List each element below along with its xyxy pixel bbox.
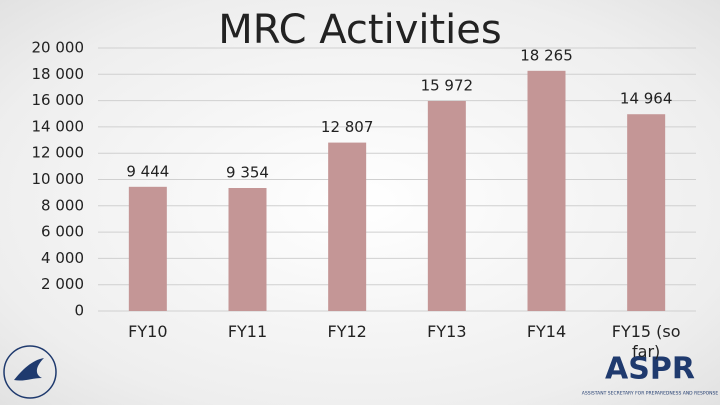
bar <box>128 186 167 311</box>
value-label: 12 807 <box>321 118 374 136</box>
y-tick-label: 20 000 <box>32 39 85 57</box>
value-label: 18 265 <box>520 46 573 64</box>
value-label: 9 444 <box>126 162 169 180</box>
y-tick-label: 2 000 <box>41 275 84 293</box>
y-tick-label: 4 000 <box>41 249 84 267</box>
x-tick-label: FY13 <box>427 322 467 341</box>
bar <box>228 187 267 311</box>
logo-text: ASPR <box>605 352 695 387</box>
y-tick-label: 18 000 <box>32 65 85 83</box>
bar <box>427 100 466 311</box>
chart-title: MRC Activities <box>218 7 501 53</box>
y-tick-label: 16 000 <box>32 91 85 109</box>
x-tick-label: FY14 <box>526 322 567 341</box>
y-tick-label: 0 <box>74 302 84 320</box>
y-tick-label: 10 000 <box>32 170 85 188</box>
y-tick-label: 6 000 <box>41 223 84 241</box>
x-tick-label: FY11 <box>227 322 268 341</box>
value-label: 9 354 <box>226 163 269 181</box>
logo-subtitle: ASSISTANT SECRETARY FOR PREPAREDNESS AND… <box>582 391 719 397</box>
y-tick-label: 12 000 <box>32 144 85 162</box>
logo-eagle <box>14 358 44 381</box>
y-tick-label: 14 000 <box>32 117 85 135</box>
x-tick-label: FY12 <box>327 322 367 341</box>
logo-ring <box>3 345 57 399</box>
y-tick-label: 8 000 <box>41 196 84 214</box>
bar <box>328 142 367 311</box>
value-label: 14 964 <box>620 90 673 108</box>
x-tick-label: FY15 (so far) <box>611 322 681 361</box>
hhs-logo <box>3 345 57 399</box>
bar <box>527 70 566 311</box>
bar <box>627 114 666 312</box>
value-label: 15 972 <box>421 76 474 94</box>
x-tick-label: FY10 <box>128 322 168 341</box>
